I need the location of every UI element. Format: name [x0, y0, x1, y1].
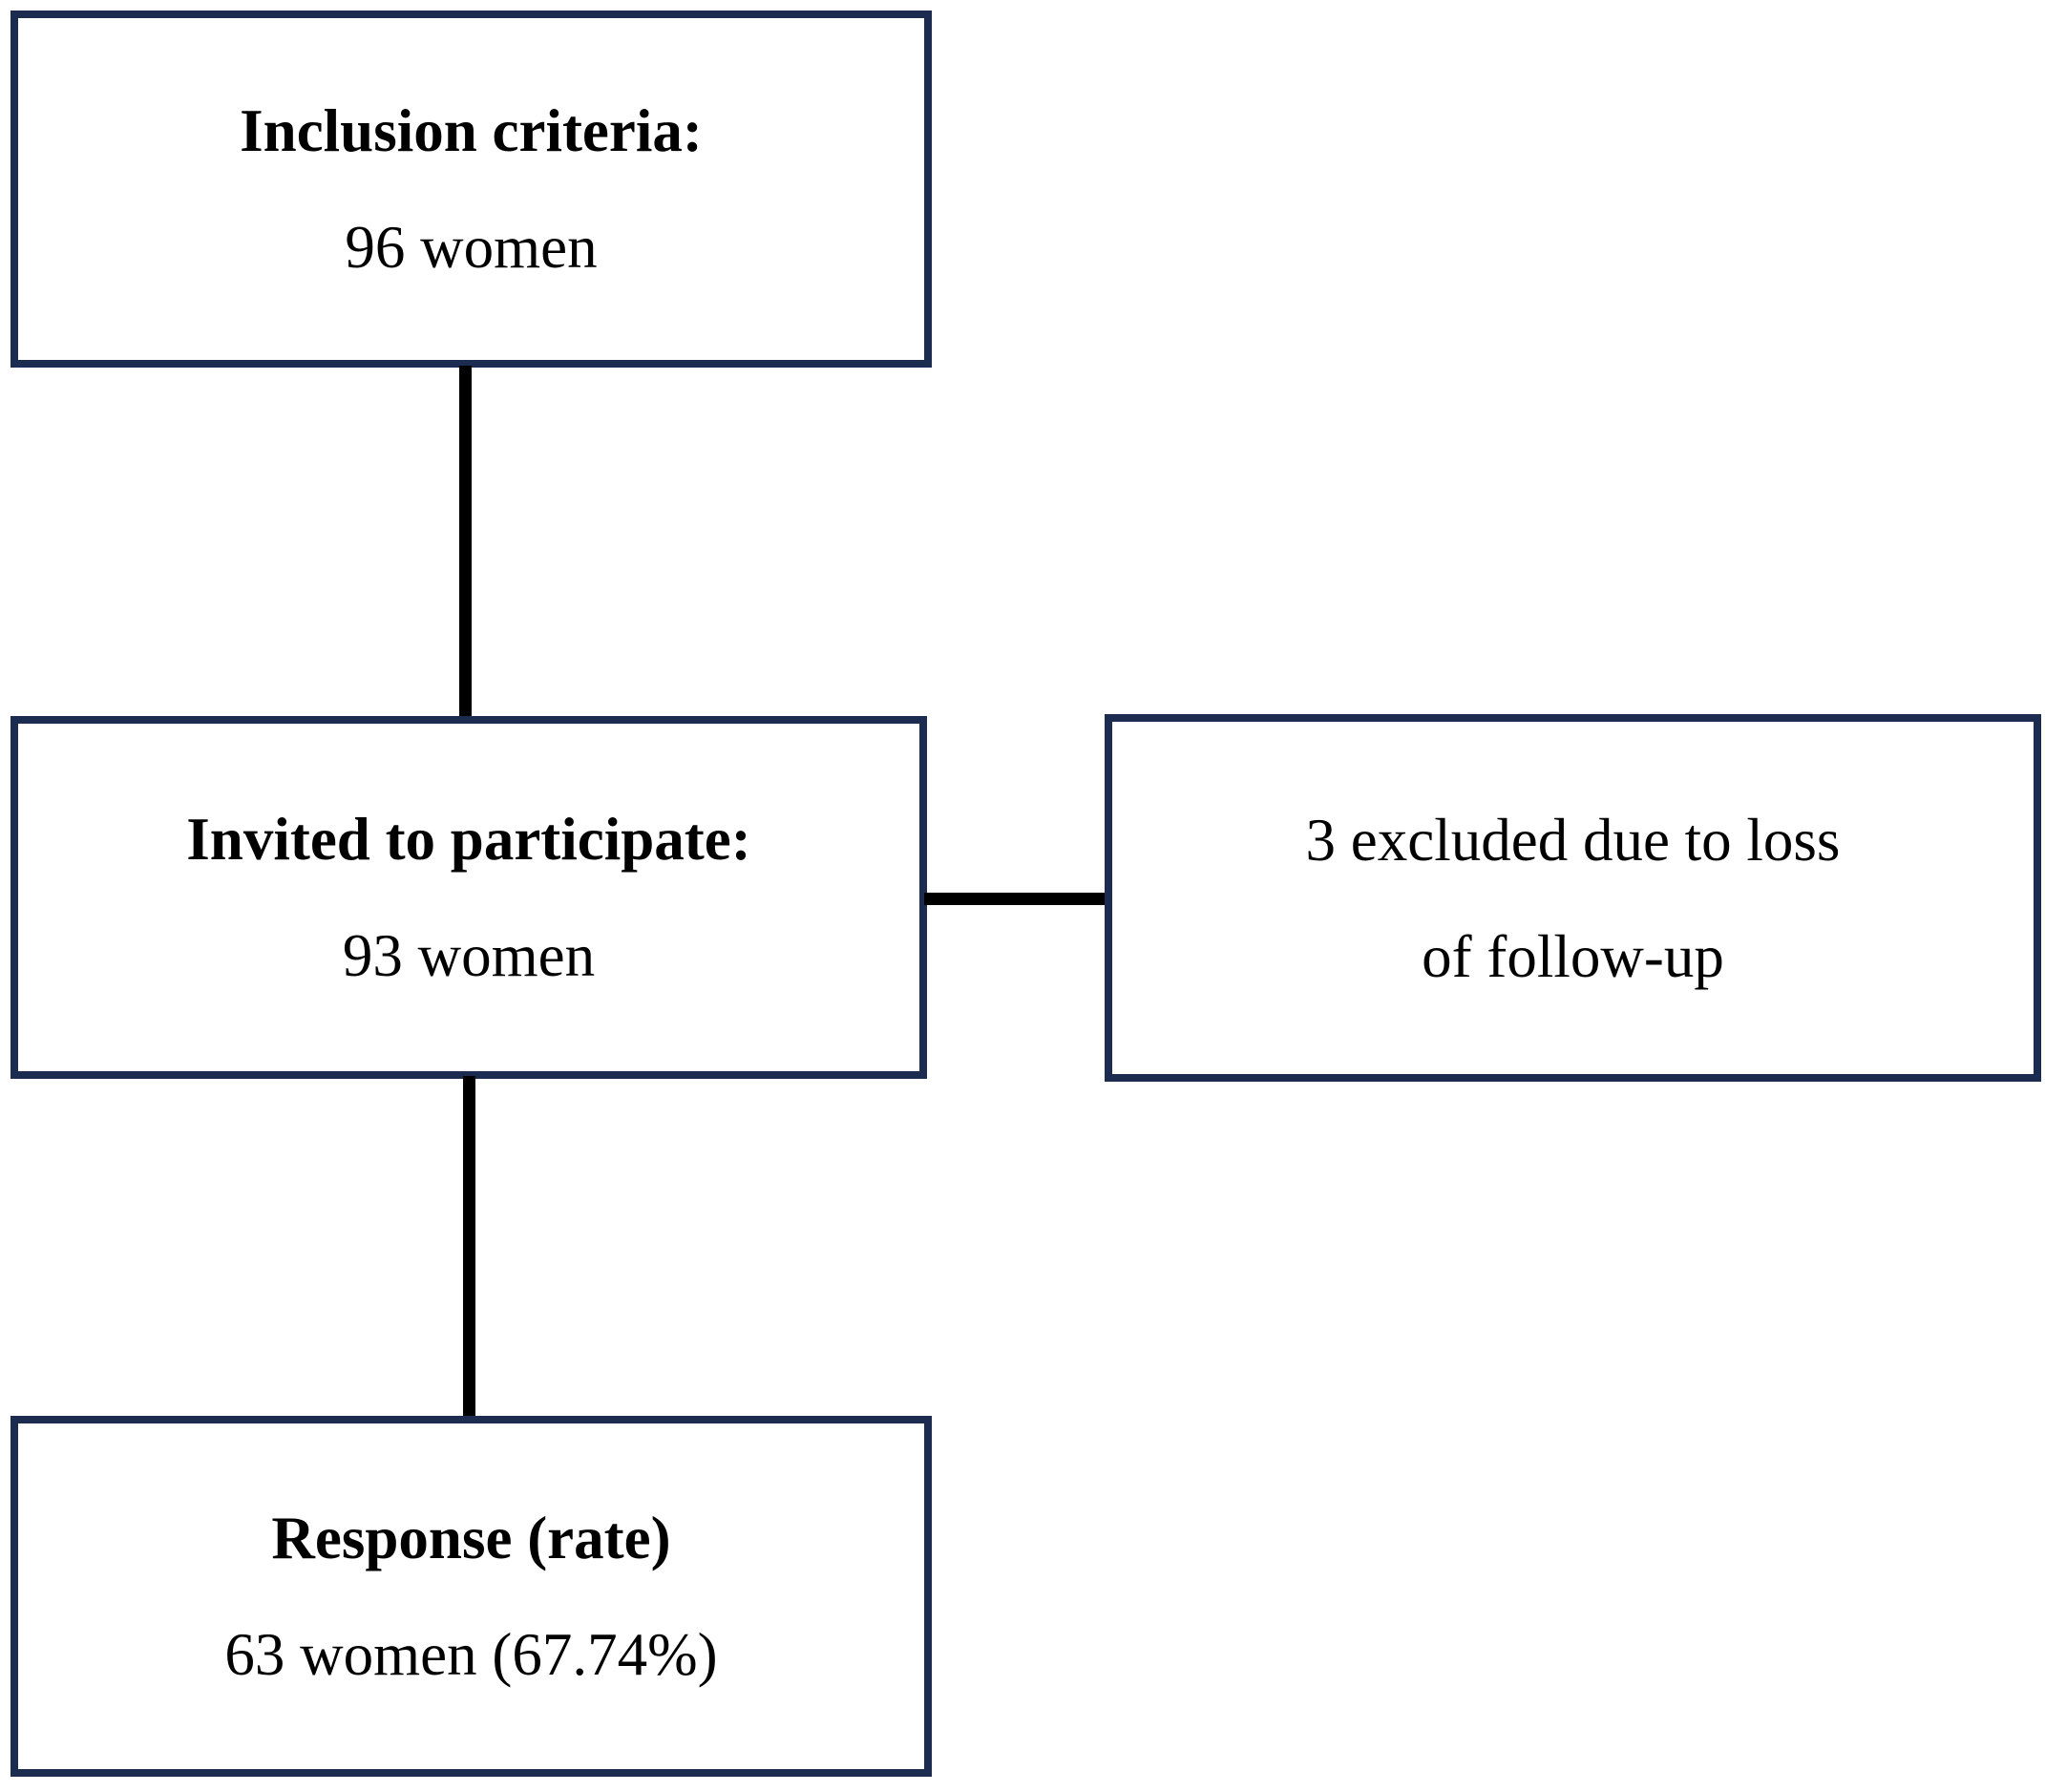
box-invited-title: Invited to participate:	[186, 806, 751, 873]
box-excluded-line2: of follow-up	[1422, 922, 1724, 990]
box-response-title: Response (rate)	[271, 1505, 671, 1571]
box-inclusion-value: 96 women	[345, 214, 598, 281]
box-inclusion-title: Inclusion criteria:	[240, 97, 703, 164]
box-inclusion-criteria: Inclusion criteria: 96 women	[11, 11, 932, 368]
box-excluded: 3 excluded due to loss of follow-up	[1105, 714, 2041, 1082]
connector-inclusion-to-invited	[459, 366, 472, 719]
box-invited-to-participate: Invited to participate: 93 women	[11, 716, 927, 1079]
box-excluded-line1: 3 excluded due to loss	[1305, 806, 1841, 874]
connector-invited-to-excluded	[924, 893, 1107, 905]
box-response-rate: Response (rate) 63 women (67.74%)	[11, 1416, 932, 1777]
box-invited-value: 93 women	[342, 922, 596, 989]
box-response-value: 63 women (67.74%)	[224, 1621, 718, 1688]
connector-invited-to-response	[463, 1076, 475, 1420]
